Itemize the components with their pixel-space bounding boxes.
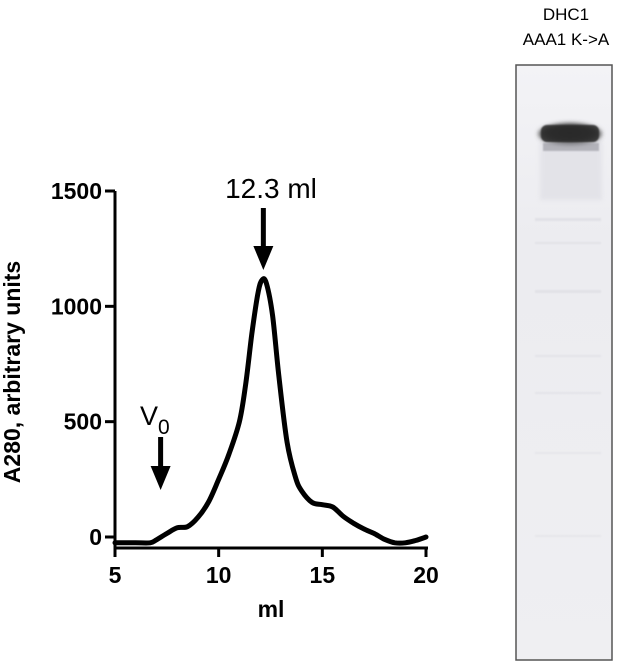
y-tick-label: 1000 xyxy=(51,293,102,319)
gel-band-tail xyxy=(543,143,599,151)
gel-lane-panel: DHC1 AAA1 K->A xyxy=(515,5,613,661)
gel-faint-bands xyxy=(535,218,601,537)
void-volume-annotation: V0 xyxy=(140,401,171,490)
arrow-head xyxy=(150,466,171,490)
x-tick-label: 20 xyxy=(413,562,439,588)
elution-trace xyxy=(112,276,429,546)
y-tick-label: 0 xyxy=(89,524,102,550)
void-volume-arrow-icon xyxy=(150,437,171,490)
gel-label-line1: DHC1 xyxy=(543,5,589,24)
x-tick-label: 10 xyxy=(206,562,232,588)
y-axis-title: A280, arbitrary units xyxy=(0,261,25,483)
arrow-head xyxy=(253,246,274,270)
x-axis-title: ml xyxy=(258,596,285,622)
peak-annotation: 12.3 ml xyxy=(225,173,317,270)
void-volume-label: V0 xyxy=(140,401,170,439)
y-ticks: 0 500 1000 1500 xyxy=(51,178,115,550)
x-tick-label: 15 xyxy=(310,562,336,588)
x-tick-label: 5 xyxy=(109,562,122,588)
void-volume-subscript: 0 xyxy=(158,416,170,439)
gel-main-band-core xyxy=(541,125,599,142)
peak-annotation-label: 12.3 ml xyxy=(225,173,317,204)
y-tick-label: 1500 xyxy=(51,178,102,204)
gel-label-line2: AAA1 K->A xyxy=(523,30,610,49)
peak-arrow-icon xyxy=(253,208,274,270)
chromatogram-chart: 0 500 1000 1500 5 10 15 20 ml A280, arbitrary … xyxy=(0,173,439,622)
y-tick-label: 500 xyxy=(64,409,102,435)
void-volume-letter: V xyxy=(140,401,158,431)
x-ticks: 5 10 15 20 xyxy=(109,548,439,588)
